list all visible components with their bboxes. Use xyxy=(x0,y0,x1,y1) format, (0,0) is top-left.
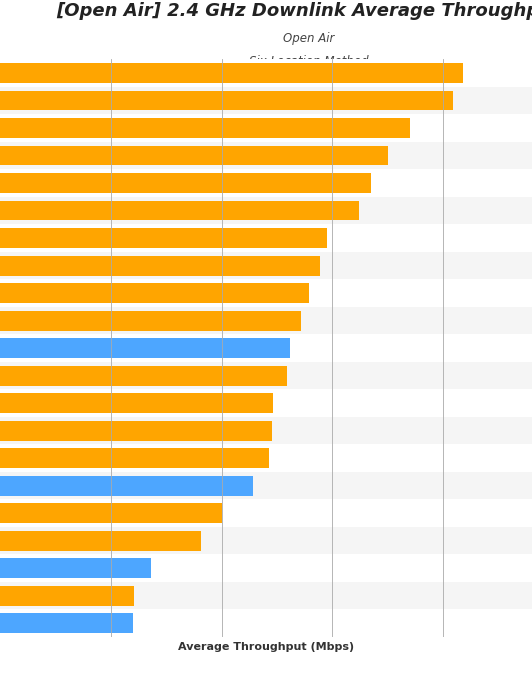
Bar xyxy=(0,499,532,527)
Text: [Open Air] 2.4 GHz Downlink Average Throughput: [Open Air] 2.4 GHz Downlink Average Thro… xyxy=(56,2,532,20)
X-axis label: Average Throughput (Mbps): Average Throughput (Mbps) xyxy=(178,642,354,652)
Bar xyxy=(0,59,532,87)
Bar xyxy=(0,558,151,578)
Bar xyxy=(0,609,532,637)
Bar xyxy=(0,527,532,555)
Bar xyxy=(0,228,327,248)
Bar xyxy=(0,63,463,83)
Bar xyxy=(0,586,134,605)
Bar xyxy=(0,362,532,390)
Text: Six Location Method: Six Location Method xyxy=(249,55,368,67)
Bar xyxy=(0,118,410,138)
Bar xyxy=(0,283,309,303)
Bar xyxy=(0,555,532,582)
Bar xyxy=(0,91,453,111)
Bar xyxy=(0,338,290,358)
Bar xyxy=(0,311,302,330)
Bar xyxy=(0,421,271,441)
Bar xyxy=(0,613,133,633)
Bar xyxy=(0,334,532,362)
Bar xyxy=(0,448,269,468)
Bar xyxy=(0,530,201,551)
Bar xyxy=(0,307,532,334)
Bar xyxy=(0,197,532,224)
Bar xyxy=(0,87,532,115)
Bar xyxy=(0,476,253,495)
Bar xyxy=(0,472,532,499)
Bar xyxy=(0,169,532,197)
Bar xyxy=(0,390,532,417)
Text: Open Air: Open Air xyxy=(283,32,334,45)
Bar xyxy=(0,417,532,444)
Bar xyxy=(0,115,532,142)
Bar xyxy=(0,366,287,386)
Bar xyxy=(0,279,532,307)
Bar xyxy=(0,201,359,220)
Bar xyxy=(0,146,388,166)
Bar xyxy=(0,582,532,609)
Bar xyxy=(0,142,532,169)
Bar xyxy=(0,224,532,252)
Bar xyxy=(0,252,532,279)
Bar xyxy=(0,173,371,193)
Bar xyxy=(0,503,222,523)
Bar xyxy=(0,255,320,276)
Bar xyxy=(0,393,272,413)
Bar xyxy=(0,444,532,472)
